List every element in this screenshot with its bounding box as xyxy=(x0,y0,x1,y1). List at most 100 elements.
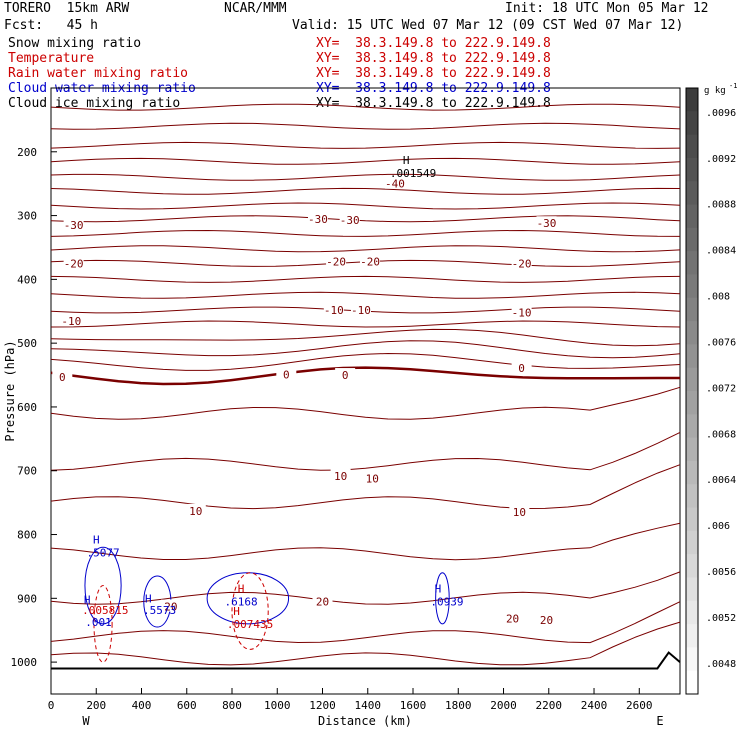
contour-label-bg xyxy=(61,313,82,326)
temperature-contour-label: -20 xyxy=(326,256,346,269)
temperature-contour-label: 20 xyxy=(316,596,329,609)
contour-label-bg xyxy=(339,213,360,226)
temperature-contour-label: -20 xyxy=(360,256,380,269)
colorbar-unit: g kg xyxy=(704,86,726,96)
contour-label-bg xyxy=(335,368,356,381)
x-tick-label: 600 xyxy=(177,699,197,712)
contour-label-bg xyxy=(312,594,333,607)
temperature-contour-line xyxy=(50,202,681,210)
temperature-contour-line xyxy=(50,621,681,666)
field-max-label: .0939 xyxy=(430,596,463,609)
temperature-contour-label: 0 xyxy=(518,362,525,375)
field-cloud-water-label: Cloud water mixing ratio xyxy=(8,81,196,96)
colorbar-swatch xyxy=(686,111,698,136)
x-tick-label: 200 xyxy=(86,699,106,712)
field-max-label: .001 xyxy=(85,616,112,629)
field-rain-xy: XY= 38.3.149.8 to 222.9.149.8 xyxy=(316,66,551,81)
colorbar-swatch xyxy=(686,530,698,555)
colorbar: .0096 .0092 .0088 .0084 .008 .0076 .0072 .0068.… xyxy=(685,87,736,695)
temperature-contour-label: 0 xyxy=(283,368,290,381)
temperature-contour-line xyxy=(50,340,681,359)
contour-label-bg xyxy=(276,367,297,380)
y-tick-label: 1000 xyxy=(11,656,38,669)
temperature-contour-line xyxy=(50,320,681,328)
contour-label-bg xyxy=(362,471,383,484)
temperature-contour-label: -10 xyxy=(61,315,81,328)
contour-label-bg xyxy=(326,254,347,267)
colorbar-tick-label: .008 xyxy=(706,292,730,303)
x-tick-label: 1400 xyxy=(355,699,382,712)
terrain-profile xyxy=(51,651,681,670)
colorbar-swatch xyxy=(686,367,698,392)
colorbar-swatch xyxy=(686,321,698,345)
contour-label-bg xyxy=(384,176,405,189)
temperature-contour-label: -10 xyxy=(512,307,532,320)
temperature-contour-label: -30 xyxy=(64,219,84,232)
temperature-contour-label: 10 xyxy=(334,470,347,483)
contour-label-bg xyxy=(52,369,73,382)
valid-time: Valid: 15 UTC Wed 07 Mar 12 (09 CST Wed … xyxy=(292,18,684,33)
y-tick-label: 300 xyxy=(17,210,37,223)
terrain-line xyxy=(51,651,681,670)
colorbar-swatch xyxy=(686,460,698,485)
colorbar-swatch xyxy=(686,577,698,602)
colorbar-tick-label: .0048 xyxy=(706,659,736,670)
colorbar-swatch xyxy=(686,157,698,182)
temperature-contour-line xyxy=(50,601,681,644)
temperature-contour-line xyxy=(50,291,681,299)
colorbar-swatch xyxy=(686,554,698,578)
colorbar-unit-exponent: -1 xyxy=(729,82,737,90)
field-max-label: H xyxy=(435,583,442,596)
colorbar-frame xyxy=(685,87,699,695)
contour-label-bg xyxy=(185,503,206,516)
temperature-contour-line xyxy=(50,229,681,237)
y-tick-label: 500 xyxy=(17,337,37,350)
temperature-contour-line xyxy=(50,571,681,605)
contour-labels: -40 -30 -30 -30 -30 -20 -20 -20 -20 -10 -10 -10 -10 0… xyxy=(52,176,557,627)
temperature-contour-line xyxy=(50,366,680,386)
temperature-contour-label: -20 xyxy=(64,257,84,270)
colorbar-tick-label: .0052 xyxy=(706,613,736,624)
forecast-hour: Fcst: 45 h xyxy=(4,18,98,33)
field-rain-label: Rain water mixing ratio xyxy=(8,66,189,81)
colorbar-tick-label: .0084 xyxy=(706,246,736,257)
x-axis-left-end: W xyxy=(82,714,90,728)
rain-contour xyxy=(231,572,269,650)
field-max-label: .5573 xyxy=(143,604,176,617)
colorbar-tick-label: .0056 xyxy=(706,567,736,578)
colorbar-swatch xyxy=(686,251,698,275)
colorbar-swatch xyxy=(686,134,698,159)
x-tick-label: 1000 xyxy=(264,699,291,712)
field-max-label: .6168 xyxy=(224,596,257,609)
x-axis: 0 200 400 600 800 1000 1200 1400 1600 1800 2000 220… xyxy=(48,688,653,712)
temperature-contour-line xyxy=(50,386,681,420)
temperature-contour-line xyxy=(50,464,681,510)
org-label: NCAR/MMM xyxy=(224,1,287,16)
temperature-contour-line xyxy=(50,431,681,471)
x-tick-label: 1600 xyxy=(400,699,427,712)
temperature-contour-label: 0 xyxy=(342,369,349,382)
temperature-contour-label: 20 xyxy=(506,613,519,626)
colorbar-swatch xyxy=(686,600,698,625)
contour-label-bg xyxy=(360,254,381,267)
colorbar-swatch xyxy=(686,391,698,415)
field-snow-label: Snow mixing ratio xyxy=(8,36,142,51)
colorbar-tick-label: .0096 xyxy=(706,108,736,119)
colorbar-tick-label: .0072 xyxy=(706,383,736,394)
contour-label-bg xyxy=(323,302,344,315)
temperature-contour-line xyxy=(50,522,681,561)
y-tick-label: 800 xyxy=(17,529,37,542)
field-max-label: H xyxy=(403,154,410,167)
x-tick-label: 2600 xyxy=(626,699,653,712)
field-max-label: .5077 xyxy=(86,546,119,559)
temperature-contour-label: 10 xyxy=(366,472,379,485)
x-axis-right-end: E xyxy=(656,714,663,728)
contour-label-bg xyxy=(509,505,530,518)
y-tick-label: 400 xyxy=(17,273,37,286)
plot-area xyxy=(50,87,681,695)
colorbar-swatch xyxy=(686,227,698,252)
cloud-water-contour xyxy=(84,546,122,625)
colorbar-tick-label: .0076 xyxy=(706,337,736,348)
temperature-contour-line xyxy=(50,187,681,195)
